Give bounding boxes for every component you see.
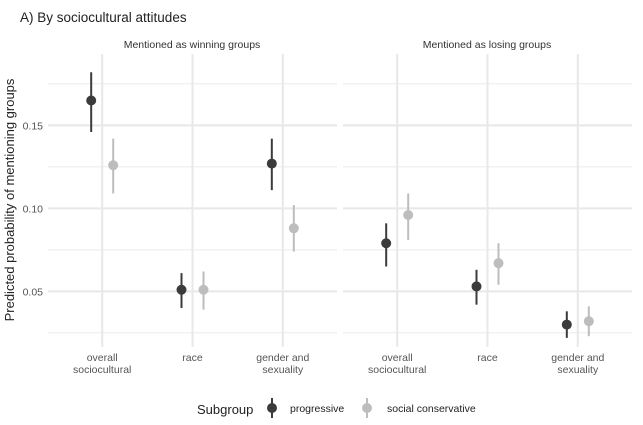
strip-label-winning: Mentioned as winning groups	[124, 39, 261, 51]
legend-item-progressive: progressive	[267, 398, 344, 418]
pointrange-progressive-overall-sociocultural	[86, 72, 97, 133]
legend-key-point-social-conservative	[362, 403, 372, 413]
x-tick-label-line: overall	[87, 352, 118, 364]
x-tick-label-line: overall	[382, 352, 413, 364]
panel-marks	[381, 193, 594, 338]
pointrange-social-conservative-gender-and-sexuality	[288, 205, 299, 252]
panel-winning-groups: Mentioned as winning groups overall socio…	[48, 39, 337, 376]
x-tick-label-race: race	[477, 352, 498, 364]
y-axis-label: Predicted probability of mentioning grou…	[2, 78, 17, 321]
x-tick-label-line: gender and	[551, 352, 604, 364]
x-tick-labels: overall sociocultural race gender and sexual…	[368, 352, 605, 376]
y-tick-labels: 0.05 0.10 0.15	[23, 120, 44, 298]
pointrange-progressive-race	[176, 273, 187, 308]
data-point	[403, 210, 414, 221]
pointrange-progressive-race	[471, 269, 482, 305]
data-point	[561, 319, 572, 330]
x-tick-label-overall-sociocultural: overall sociocultural	[368, 352, 426, 376]
pointrange-progressive-gender-and-sexuality	[266, 138, 277, 191]
data-point	[108, 160, 119, 171]
data-point	[86, 95, 97, 106]
data-point	[266, 158, 277, 169]
pointrange-progressive-overall-sociocultural	[381, 223, 392, 267]
pointrange-progressive-gender-and-sexuality	[561, 311, 572, 338]
chart-title: A) By sociocultural attitudes	[20, 10, 187, 25]
data-point	[288, 223, 299, 234]
legend-label-progressive: progressive	[290, 403, 344, 415]
legend-key-point-progressive	[267, 403, 277, 413]
data-point	[493, 258, 504, 269]
x-tick-label-line: race	[182, 352, 203, 364]
x-tick-label-race: race	[182, 352, 203, 364]
legend: Subgroup progressive social conservative	[197, 398, 476, 418]
x-tick-label-gender-and-sexuality: gender and sexuality	[256, 352, 309, 376]
x-tick-label-line: sexuality	[557, 364, 599, 376]
panel-marks	[86, 72, 299, 310]
y-tick-label: 0.15	[23, 120, 44, 132]
x-tick-labels: overall sociocultural race gender and sexual…	[73, 352, 310, 376]
x-tick-label-line: sociocultural	[368, 364, 426, 376]
x-tick-label-line: gender and	[256, 352, 309, 364]
pointrange-social-conservative-overall-sociocultural	[403, 193, 414, 240]
pointrange-social-conservative-race	[493, 243, 504, 285]
pointrange-social-conservative-overall-sociocultural	[108, 138, 119, 194]
panel-losing-groups: Mentioned as losing groups overall socioc…	[343, 39, 632, 376]
x-tick-label-line: race	[477, 352, 498, 364]
data-point	[198, 284, 209, 295]
legend-label-social-conservative: social conservative	[387, 403, 476, 415]
strip-label-losing: Mentioned as losing groups	[423, 39, 551, 51]
pointrange-social-conservative-gender-and-sexuality	[583, 306, 594, 337]
data-point	[471, 281, 482, 292]
panel-grid	[343, 54, 632, 347]
x-tick-label-gender-and-sexuality: gender and sexuality	[551, 352, 604, 376]
data-point	[381, 238, 392, 249]
legend-title: Subgroup	[197, 402, 253, 417]
x-tick-label-line: sexuality	[262, 364, 304, 376]
legend-item-social-conservative: social conservative	[362, 398, 476, 418]
x-tick-label-line: sociocultural	[73, 364, 131, 376]
y-tick-label: 0.10	[23, 203, 44, 215]
data-point	[176, 284, 187, 295]
pointrange-social-conservative-race	[198, 271, 209, 310]
x-tick-label-overall-sociocultural: overall sociocultural	[73, 352, 131, 376]
data-point	[583, 316, 594, 327]
panel-grid	[48, 54, 337, 347]
y-tick-label: 0.05	[23, 286, 44, 298]
